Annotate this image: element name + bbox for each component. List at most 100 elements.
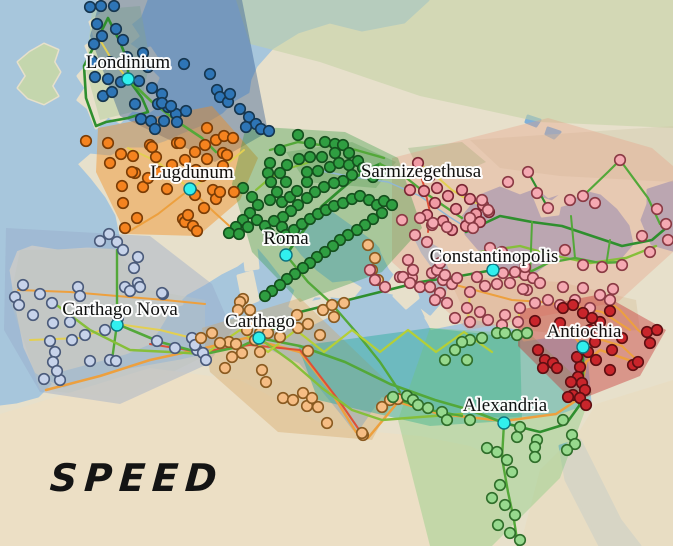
city-dot-londinium xyxy=(94,0,108,13)
city-dot-alexandria xyxy=(528,440,542,454)
city-dot-londinium xyxy=(128,97,142,111)
city-dot-lugdunum xyxy=(103,156,117,170)
route-line-34 xyxy=(570,215,576,259)
city-dot-antiochia xyxy=(603,304,617,318)
city-dot-constantinopolis xyxy=(406,263,420,277)
city-dot-londinium xyxy=(145,81,159,95)
city-dot-constantinopolis xyxy=(481,203,495,217)
cluster-center-dot-antiochia xyxy=(576,340,590,354)
terrain-north-forest xyxy=(236,0,673,128)
city-label-antiochia: Antiochia xyxy=(547,321,622,342)
city-dot-carthago xyxy=(213,336,227,350)
city-dot-carthago-nova xyxy=(199,353,213,367)
city-dot-roma xyxy=(284,204,298,218)
city-dot-constantinopolis xyxy=(659,217,673,231)
city-dot-constantinopolis xyxy=(460,301,474,315)
city-dot-carthago xyxy=(290,308,304,322)
city-dot-constantinopolis xyxy=(558,243,572,257)
city-dot-constantinopolis xyxy=(470,270,484,284)
city-dot-roma xyxy=(262,226,276,240)
city-dot-londinium xyxy=(87,37,101,51)
cluster-center-dot-alexandria xyxy=(497,416,511,430)
city-label-lugdunum: Lugdunum xyxy=(150,162,234,183)
city-dot-roma xyxy=(280,158,294,172)
city-dot-constantinopolis xyxy=(450,271,464,285)
city-dot-roma xyxy=(290,184,304,198)
city-dot-alexandria xyxy=(438,353,452,367)
city-dot-constantinopolis xyxy=(613,153,627,167)
city-dot-antiochia xyxy=(528,314,542,328)
city-dot-roma xyxy=(241,220,255,234)
city-dot-constantinopolis xyxy=(490,277,504,291)
city-dot-alexandria xyxy=(455,335,469,349)
city-dot-lugdunum xyxy=(136,180,150,194)
city-dot-sarmizegethusa xyxy=(411,156,425,170)
city-dot-constantinopolis xyxy=(408,228,422,242)
city-dot-constantinopolis xyxy=(595,260,609,274)
city-dot-carthago xyxy=(231,303,245,317)
city-dot-alexandria xyxy=(491,518,505,532)
city-dot-lugdunum xyxy=(149,150,163,164)
city-dot-roma xyxy=(385,198,399,212)
city-dot-londinium xyxy=(164,99,178,113)
city-dot-londinium xyxy=(223,87,237,101)
city-dot-alexandria xyxy=(460,353,474,367)
city-label-carthago-nova: Carthago Nova xyxy=(62,299,178,320)
city-dot-sarmizegethusa xyxy=(430,181,444,195)
route-line-41 xyxy=(500,421,520,546)
city-dot-lugdunum xyxy=(181,208,195,222)
city-dot-roma xyxy=(263,193,277,207)
city-dot-carthago xyxy=(305,391,319,405)
city-dot-antiochia xyxy=(531,343,545,357)
city-dot-alexandria xyxy=(490,445,504,459)
city-dot-carthago xyxy=(225,350,239,364)
city-dot-carthago xyxy=(243,303,257,317)
city-dot-alexandria xyxy=(498,498,512,512)
city-dot-carthago-nova xyxy=(98,323,112,337)
city-dot-londinium xyxy=(141,60,155,74)
city-dot-londinium xyxy=(262,124,276,138)
city-dot-carthago xyxy=(311,400,325,414)
city-dot-carthago xyxy=(301,317,315,331)
city-dot-carthago xyxy=(313,328,327,342)
city-dot-lugdunum xyxy=(198,138,212,152)
city-dot-lugdunum xyxy=(213,185,227,199)
city-dot-alexandria xyxy=(475,331,489,345)
city-dot-sarmizegethusa xyxy=(403,183,417,197)
city-dot-antiochia xyxy=(566,298,580,312)
city-dot-roma xyxy=(375,206,389,220)
city-label-sarmizegethusa: Sarmizegethusa xyxy=(361,161,482,182)
city-dot-lugdunum xyxy=(114,147,128,161)
city-dot-antiochia xyxy=(553,316,567,330)
route-line-23 xyxy=(257,336,464,422)
route-line-21 xyxy=(48,298,207,356)
city-dot-constantinopolis xyxy=(463,211,477,225)
city-dot-alexandria xyxy=(510,430,524,444)
city-dot-carthago xyxy=(355,426,369,440)
city-dot-constantinopolis xyxy=(363,263,377,277)
city-dot-constantinopolis xyxy=(495,245,509,259)
city-dot-constantinopolis xyxy=(475,193,489,207)
city-dot-carthago xyxy=(255,363,269,377)
city-dot-constantinopolis xyxy=(483,241,497,255)
city-dot-sarmizegethusa xyxy=(441,189,455,203)
city-label-londinium: Londinium xyxy=(86,52,171,73)
city-dot-carthago xyxy=(259,375,273,389)
city-dot-constantinopolis xyxy=(403,276,417,290)
city-dot-constantinopolis xyxy=(541,201,555,215)
city-dot-carthago xyxy=(361,238,375,252)
city-dot-roma xyxy=(327,176,341,190)
city-dot-carthago-nova xyxy=(26,308,40,322)
city-dot-alexandria xyxy=(510,328,524,342)
city-dot-antiochia xyxy=(536,361,550,375)
city-dot-antiochia xyxy=(588,335,602,349)
city-dot-alexandria xyxy=(448,343,462,357)
city-dot-roma xyxy=(273,143,287,157)
city-dot-constantinopolis xyxy=(530,186,544,200)
city-dot-lugdunum xyxy=(118,221,132,235)
city-dot-alexandria xyxy=(421,401,435,415)
city-dot-carthago xyxy=(218,361,232,375)
city-dot-constantinopolis xyxy=(643,245,657,259)
cluster-hull-alexandria-sea xyxy=(298,328,522,426)
